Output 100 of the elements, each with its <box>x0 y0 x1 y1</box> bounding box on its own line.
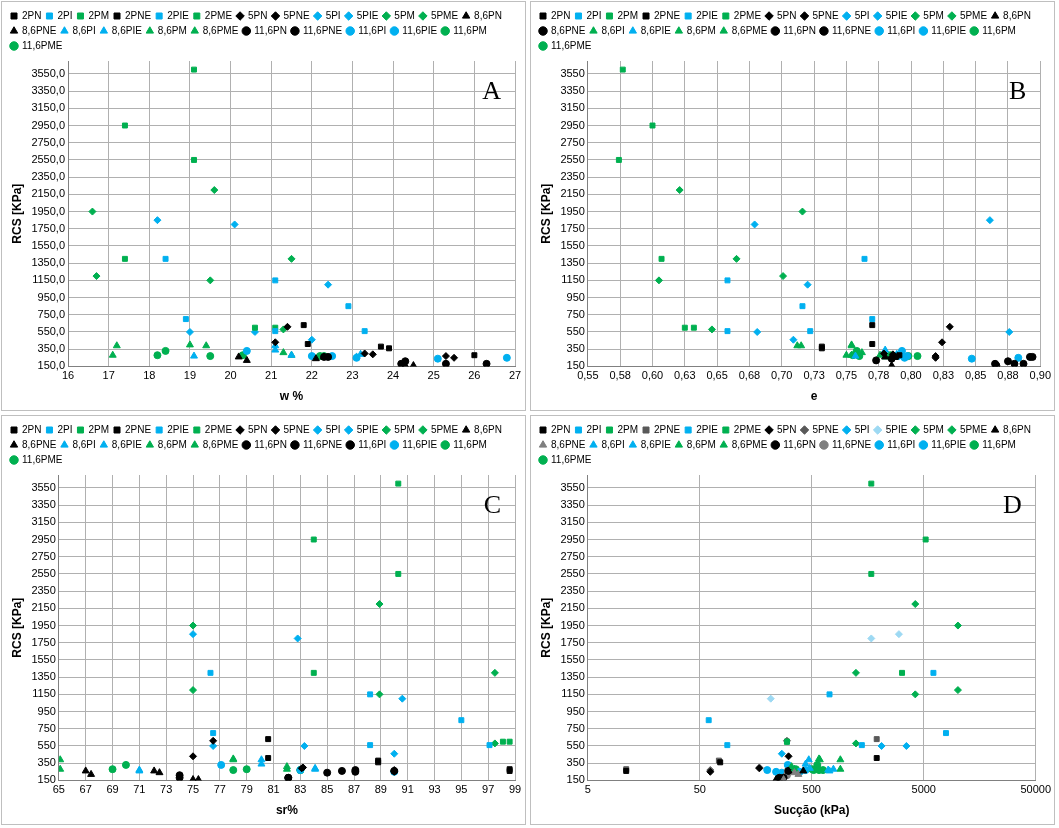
x-tick-label: 19 <box>183 369 197 382</box>
legend-label: 11,6PME <box>551 453 592 465</box>
legend-label: 2PNE <box>125 423 152 435</box>
x-tick-label: 21 <box>265 369 278 382</box>
legend-label: 2PN <box>22 423 42 435</box>
legend-label: 8,6PI <box>72 24 96 36</box>
legend-label: 11,6PME <box>22 453 63 465</box>
x-tick-label: 69 <box>106 783 119 796</box>
legend-label: 2PNE <box>654 423 681 435</box>
legend-label: 11,6PI <box>887 24 916 36</box>
legend-label: 2PN <box>551 423 571 435</box>
legend-label: 2PI <box>586 423 602 435</box>
y-axis-title: RCS [KPa] <box>9 183 24 244</box>
legend-label: 5PN <box>777 9 797 21</box>
y-tick-label: 3350,0 <box>31 84 66 97</box>
legend-label: 5PM <box>394 423 415 435</box>
legend-label: 11,6PME <box>22 39 63 51</box>
y-tick-label: 550 <box>37 739 56 752</box>
x-tick-label: 0,78 <box>868 369 890 382</box>
legend-label: 2PI <box>586 9 602 21</box>
y-tick-label: 1950 <box>31 618 56 631</box>
legend-label: 5PI <box>854 423 870 435</box>
legend-label: 11,6PI <box>358 24 387 36</box>
legend-label: 5PNE <box>283 423 310 435</box>
y-tick-label: 3350 <box>560 84 585 97</box>
y-tick-label: 150,0 <box>37 359 66 372</box>
legend-label: 8,6PME <box>202 438 239 450</box>
y-tick-label: 750,0 <box>37 307 66 320</box>
y-tick-label: 750 <box>566 307 585 320</box>
legend-label: 11,6PM <box>982 438 1016 450</box>
legend-label: 11,6PNE <box>302 438 343 450</box>
x-tick-label: 16 <box>61 369 75 382</box>
x-tick-label: 0,80 <box>900 369 922 382</box>
x-tick-label: 93 <box>428 783 441 796</box>
y-tick-label: 3150,0 <box>31 101 66 114</box>
y-tick-label: 550 <box>566 325 585 338</box>
y-tick-label: 3550,0 <box>31 66 66 79</box>
legend-label: 2PME <box>204 9 233 21</box>
legend-label: 5PM <box>923 9 944 21</box>
x-tick-label: 97 <box>482 783 495 796</box>
x-tick-label: 24 <box>386 369 400 382</box>
y-tick-label: 350 <box>566 756 585 769</box>
legend-label: 8,6PNE <box>22 24 57 36</box>
y-tick-label: 750 <box>566 721 585 734</box>
legend-label: 11,6PNE <box>831 438 872 450</box>
x-tick-label: 91 <box>401 783 414 796</box>
y-axis-title: RCS [KPa] <box>538 183 553 244</box>
legend-label: 2PIE <box>167 423 190 435</box>
y-tick-label: 1150,0 <box>32 273 66 286</box>
y-tick-label: 2950 <box>560 118 585 131</box>
x-tick-label: 0,88 <box>997 369 1019 382</box>
x-tick-label: 79 <box>240 783 253 796</box>
y-tick-label: 750 <box>37 721 56 734</box>
x-tick-label: 85 <box>321 783 334 796</box>
y-tick-label: 1350 <box>560 256 585 269</box>
y-tick-label: 2150 <box>560 187 585 200</box>
y-tick-label: 2750 <box>560 135 585 148</box>
x-tick-label: 0,68 <box>738 369 761 382</box>
y-tick-label: 550 <box>566 739 585 752</box>
y-tick-label: 3150 <box>560 101 585 114</box>
y-tick-label: 1350 <box>31 670 56 683</box>
y-tick-label: 1150 <box>561 273 585 286</box>
legend-label: 5PIE <box>356 9 379 21</box>
legend-label: 5PIE <box>356 423 379 435</box>
y-tick-label: 2550 <box>560 566 585 579</box>
legend-label: 11,6PM <box>453 438 487 450</box>
legend-label: 8,6PN <box>1003 423 1031 435</box>
legend-label: 11,6PN <box>254 438 287 450</box>
legend-label: 2PIE <box>167 9 190 21</box>
x-tick-label: 25 <box>427 369 440 382</box>
legend-label: 8,6PM <box>157 438 187 450</box>
legend-label: 5PM <box>923 423 944 435</box>
y-tick-label: 1350,0 <box>31 256 66 269</box>
legend-label: 5PME <box>959 9 988 21</box>
x-tick-label: 5 <box>584 783 591 796</box>
legend-label: 2PM <box>88 9 110 21</box>
legend-label: 8,6PNE <box>551 438 586 450</box>
y-tick-label: 1550 <box>560 652 585 665</box>
legend-label: 8,6PIE <box>640 24 672 36</box>
x-tick-label: 20 <box>224 369 237 382</box>
y-tick-label: 2350 <box>31 584 56 597</box>
y-tick-label: 3550 <box>560 480 585 493</box>
legend-label: 11,6PME <box>551 39 592 51</box>
legend-label: 2PM <box>88 423 110 435</box>
legend-label: 5PNE <box>812 423 839 435</box>
annotation: D <box>1002 489 1022 519</box>
legend-label: 8,6PNE <box>22 438 57 450</box>
y-tick-label: 350 <box>37 756 56 769</box>
legend-label: 5PIE <box>885 9 908 21</box>
x-axis-title: e <box>810 389 818 404</box>
legend-label: 11,6PIE <box>402 438 438 450</box>
legend-label: 2PM <box>617 423 639 435</box>
y-tick-label: 2750 <box>560 549 585 562</box>
legend-label: 2PI <box>57 423 73 435</box>
x-tick-label: 50 <box>693 783 706 796</box>
y-tick-label: 2150 <box>31 601 56 614</box>
y-tick-label: 950 <box>37 704 56 717</box>
legend-label: 2PIE <box>696 9 719 21</box>
legend-label: 8,6PI <box>601 24 625 36</box>
y-tick-label: 1950 <box>560 204 585 217</box>
